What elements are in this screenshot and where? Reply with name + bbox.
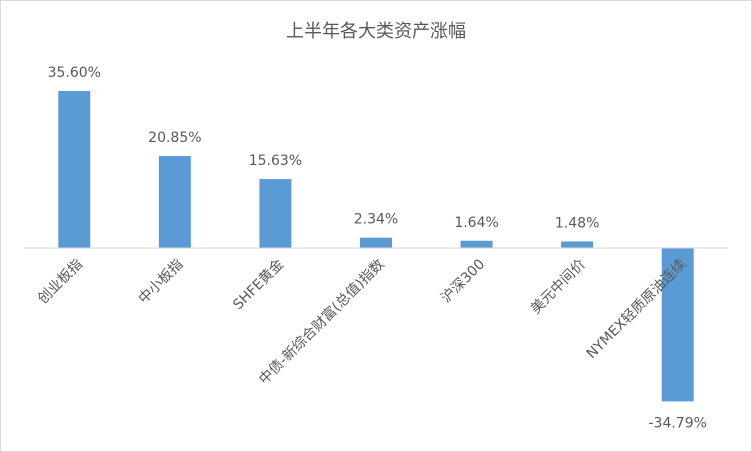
- value-label: -34.79%: [648, 415, 706, 431]
- value-label: 1.64%: [454, 215, 498, 231]
- value-label: 15.63%: [249, 153, 302, 169]
- value-label: 20.85%: [148, 130, 201, 146]
- bar: [58, 91, 91, 248]
- bar: [158, 156, 191, 248]
- bar: [460, 240, 493, 248]
- value-label: 2.34%: [354, 212, 398, 228]
- value-label: 1.48%: [555, 215, 599, 231]
- bar: [259, 179, 292, 248]
- bar: [561, 241, 594, 248]
- bar: [360, 237, 392, 248]
- bar: [661, 248, 694, 402]
- value-label: 35.60%: [48, 65, 101, 81]
- chart-title: 上半年各大类资产涨幅: [286, 21, 466, 42]
